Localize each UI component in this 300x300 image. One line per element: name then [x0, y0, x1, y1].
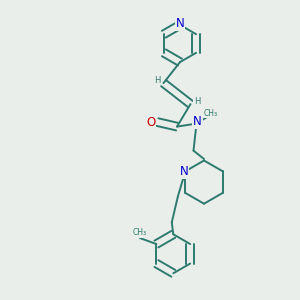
Text: N: N [193, 115, 202, 128]
Text: CH₃: CH₃ [204, 109, 218, 118]
Text: H: H [194, 97, 200, 106]
Text: N: N [179, 165, 188, 178]
Text: H: H [154, 76, 160, 85]
Text: N: N [176, 17, 184, 30]
Text: CH₃: CH₃ [133, 228, 147, 237]
Text: O: O [146, 116, 155, 129]
